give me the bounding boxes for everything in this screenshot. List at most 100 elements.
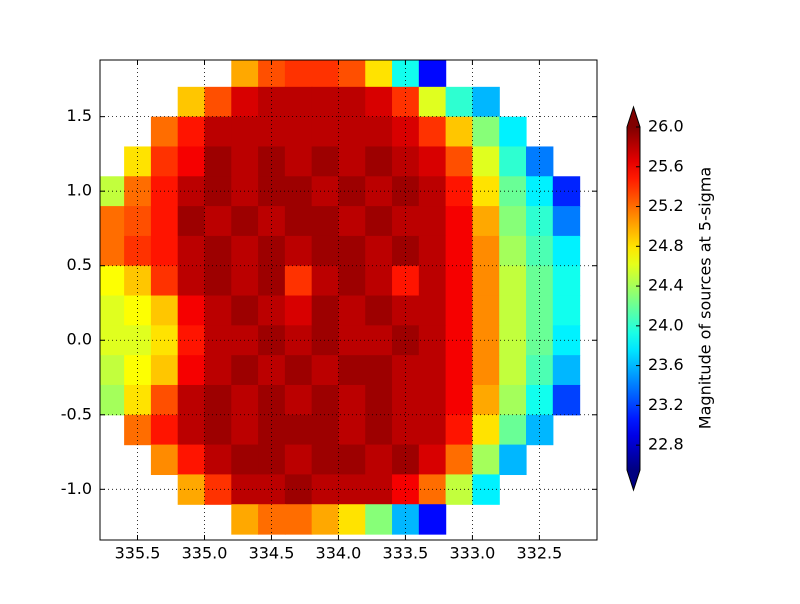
heatmap-cell — [150, 235, 179, 267]
heatmap-cell — [311, 414, 340, 446]
heatmap-cell — [311, 206, 340, 237]
x-tick-label: 335.0 — [182, 544, 228, 563]
x-tick-label: 334.5 — [249, 544, 295, 563]
x-tick-label: 333.0 — [450, 544, 496, 563]
heatmap-cell — [365, 265, 393, 297]
heatmap-cell — [177, 295, 206, 326]
heatmap-cell — [311, 325, 340, 356]
heatmap-cell — [392, 444, 420, 476]
x-tick-label: 332.5 — [516, 544, 562, 563]
heatmap-cell — [284, 206, 313, 237]
heatmap-cells — [100, 60, 581, 535]
heatmap-cell — [204, 414, 232, 446]
heatmap-cell — [311, 444, 340, 476]
heatmap-cell — [418, 414, 447, 446]
heatmap-cell — [231, 295, 259, 326]
heatmap-cell — [204, 295, 232, 326]
colorbar-tick-label: 22.8 — [648, 435, 684, 454]
heatmap-cell — [365, 116, 393, 148]
heatmap-cell — [177, 414, 206, 446]
heatmap-cell — [177, 235, 206, 267]
heatmap-cell — [526, 355, 554, 386]
heatmap-cell — [177, 355, 206, 386]
heatmap-cell — [311, 176, 340, 207]
heatmap-cell — [177, 116, 206, 148]
heatmap-cell — [445, 206, 474, 237]
heatmap-cell — [150, 414, 179, 446]
heatmap-cell — [231, 355, 259, 386]
y-tick-label: 0.5 — [67, 255, 92, 274]
heatmap-cell — [365, 206, 393, 237]
heatmap-cell — [311, 265, 340, 297]
heatmap-cell — [100, 265, 125, 297]
axes: 335.5 335.0 334.5 334.0 333.5 333.0 332.5 -1.0 -… — [61, 60, 597, 563]
heatmap-cell — [418, 86, 447, 118]
heatmap-cell — [231, 444, 259, 476]
heatmap-cell — [365, 444, 393, 476]
heatmap-cell — [284, 60, 313, 88]
heatmap-cell — [499, 116, 527, 148]
heatmap-cell — [311, 60, 340, 88]
heatmap-cell — [418, 146, 447, 177]
heatmap-cell — [204, 235, 232, 267]
heatmap-cell — [204, 265, 232, 297]
heatmap-cell — [472, 444, 500, 476]
y-tick-label: 1.0 — [67, 181, 92, 200]
heatmap-cell — [204, 206, 232, 237]
y-tick-label: -1.0 — [61, 479, 92, 498]
heatmap-cell — [338, 355, 366, 386]
heatmap-cell — [445, 116, 474, 148]
heatmap-cell — [418, 504, 447, 535]
heatmap-cell — [552, 355, 581, 386]
y-tick-label: -0.5 — [61, 404, 92, 423]
heatmap-cell — [445, 146, 474, 177]
heatmap-cell — [231, 235, 259, 267]
colorbar-gradient — [627, 127, 640, 470]
heatmap-cell — [338, 384, 366, 416]
heatmap-cell — [499, 265, 527, 297]
heatmap-cell — [231, 504, 259, 535]
heatmap-cell — [311, 295, 340, 326]
heatmap-cell — [311, 504, 340, 535]
heatmap-cell — [177, 146, 206, 177]
heatmap-cell — [445, 295, 474, 326]
heatmap-cell — [150, 444, 179, 476]
heatmap-cell — [338, 504, 366, 535]
heatmap-cell — [204, 86, 232, 118]
heatmap-cell — [365, 414, 393, 446]
heatmap-cell — [365, 60, 393, 88]
heatmap-cell — [311, 355, 340, 386]
heatmap-cell — [338, 60, 366, 88]
heatmap-cell — [472, 146, 500, 177]
heatmap-cell — [204, 325, 232, 356]
heatmap-cell — [392, 146, 420, 177]
heatmap-cell — [124, 206, 152, 237]
heatmap-cell — [418, 295, 447, 326]
heatmap-cell — [284, 325, 313, 356]
heatmap-cell — [258, 206, 286, 237]
heatmap-cell — [418, 235, 447, 267]
colorbar-tick-label: 23.6 — [648, 355, 684, 374]
colorbar-tick-label: 25.6 — [648, 156, 684, 175]
heatmap-cell — [124, 146, 152, 177]
colorbar-tick-label: 26.0 — [648, 117, 684, 136]
heatmap-cell — [418, 60, 447, 88]
heatmap-cell — [284, 295, 313, 326]
heatmap-cell — [100, 384, 125, 416]
heatmap-cell — [365, 504, 393, 535]
heatmap-cell — [552, 325, 581, 356]
heatmap-cell — [177, 384, 206, 416]
heatmap-cell — [499, 146, 527, 177]
y-tick-label: 0.0 — [67, 330, 92, 349]
heatmap-cell — [445, 355, 474, 386]
heatmap-cell — [445, 384, 474, 416]
heatmap-cell — [284, 116, 313, 148]
colorbar-tick-label: 24.4 — [648, 276, 684, 295]
heatmap-cell — [418, 444, 447, 476]
heatmap-cell — [526, 146, 554, 177]
heatmap-cell — [231, 414, 259, 446]
heatmap-cell — [284, 414, 313, 446]
heatmap-cell — [284, 146, 313, 177]
heatmap-cell — [499, 206, 527, 237]
